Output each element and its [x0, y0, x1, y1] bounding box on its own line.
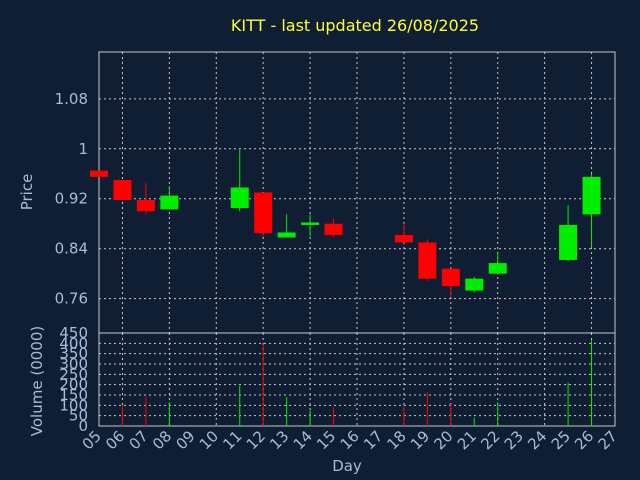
chart-title: KITT - last updated 26/08/2025 — [231, 16, 479, 35]
volume-tick-label: 200 — [59, 376, 88, 394]
price-tick-label: 1.08 — [55, 90, 88, 108]
candle-body — [230, 187, 249, 209]
volume-tick-label: 150 — [59, 386, 88, 404]
candle-body — [160, 195, 179, 210]
day-tick-label: 25 — [548, 427, 574, 453]
candle-body — [488, 263, 507, 274]
candle-body — [136, 199, 155, 212]
price-tick-label: 0.84 — [55, 240, 88, 258]
price-grid — [99, 52, 615, 333]
day-tick-label: 17 — [360, 427, 386, 453]
day-tick-label: 08 — [149, 427, 175, 453]
volume-tick-label: 450 — [59, 324, 88, 342]
day-tick-label: 14 — [290, 427, 316, 453]
day-tick-label: 10 — [196, 427, 222, 453]
day-tick-label: 13 — [266, 427, 292, 453]
price-tick-label: 1 — [78, 140, 88, 158]
candles — [90, 148, 601, 298]
day-tick-label: 06 — [102, 427, 128, 453]
volume-tick-label: 300 — [59, 355, 88, 373]
candle-body — [394, 234, 413, 243]
volume-tick-label: 100 — [59, 396, 88, 414]
candle-body — [324, 223, 343, 235]
day-tick-label: 22 — [477, 427, 503, 453]
day-tick-label: 16 — [337, 427, 363, 453]
day-tick-label: 19 — [407, 427, 433, 453]
day-tick-labels: 0506070809101112131415161718192021222324… — [79, 427, 621, 453]
day-tick-label: 20 — [430, 427, 456, 453]
candle-body — [301, 222, 320, 225]
candle-body — [465, 278, 484, 291]
volume-tick-label: 350 — [59, 345, 88, 363]
volume-tick-label: 50 — [69, 407, 88, 425]
candle-body — [113, 180, 132, 200]
price-tick-labels: 1.08 1 0.92 0.84 0.76 — [55, 90, 88, 308]
price-tick-label: 0.92 — [55, 190, 88, 208]
volume-tick-label: 250 — [59, 365, 88, 383]
day-tick-label: 11 — [219, 427, 245, 453]
volume-tick-label: 0 — [78, 417, 88, 435]
candle-body — [254, 192, 273, 234]
day-tick-label: 27 — [595, 427, 621, 453]
x-axis-label: Day — [332, 457, 362, 475]
day-tick-label: 21 — [454, 427, 480, 453]
volume-tick-label: 400 — [59, 334, 88, 352]
day-tick-label: 12 — [243, 427, 269, 453]
candle-body — [582, 176, 601, 215]
volume-grid — [99, 332, 615, 427]
candle-body — [90, 170, 108, 177]
day-tick-label: 18 — [384, 427, 410, 453]
day-tick-label: 23 — [501, 427, 527, 453]
day-tick-label: 24 — [524, 427, 550, 453]
day-tick-label: 09 — [172, 427, 198, 453]
candle-body — [277, 232, 296, 238]
candle-body — [441, 268, 460, 287]
volume-panel-frame — [98, 332, 616, 427]
volume-bars — [121, 340, 593, 426]
candle-body — [559, 224, 578, 260]
price-axis-label: Price — [18, 174, 36, 211]
price-tick-label: 0.76 — [55, 290, 88, 308]
volume-axis-label: Volume (0000) — [28, 326, 46, 436]
day-tick-label: 26 — [571, 427, 597, 453]
candle-body — [418, 242, 437, 279]
day-tick-label: 07 — [126, 427, 152, 453]
day-tick-label: 15 — [313, 427, 339, 453]
